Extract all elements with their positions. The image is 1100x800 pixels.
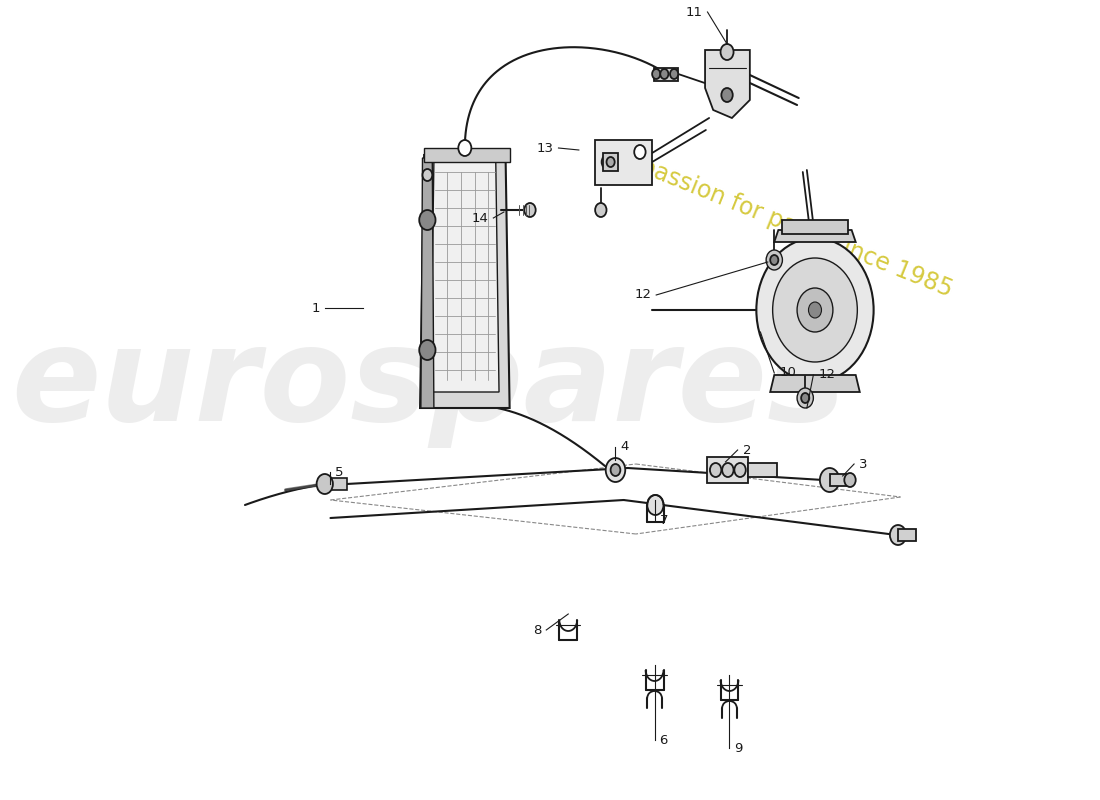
Circle shape <box>798 288 833 332</box>
Polygon shape <box>430 162 499 392</box>
Text: 12: 12 <box>635 289 651 302</box>
Bar <box>707 457 748 483</box>
Bar <box>829 474 850 486</box>
Bar <box>898 529 916 541</box>
Circle shape <box>602 155 613 169</box>
Circle shape <box>606 157 615 167</box>
Bar <box>748 463 777 477</box>
Polygon shape <box>770 375 860 392</box>
Circle shape <box>525 203 536 217</box>
Circle shape <box>820 468 839 492</box>
Text: 4: 4 <box>620 441 629 454</box>
Circle shape <box>595 203 606 217</box>
Circle shape <box>647 495 663 515</box>
Text: eurospares: eurospares <box>11 321 846 447</box>
Circle shape <box>722 88 733 102</box>
Circle shape <box>723 463 734 477</box>
Circle shape <box>757 238 873 382</box>
Circle shape <box>720 44 734 60</box>
Circle shape <box>419 210 436 230</box>
Circle shape <box>635 145 646 159</box>
Text: 7: 7 <box>660 514 669 526</box>
Text: 5: 5 <box>336 466 344 478</box>
Text: 12: 12 <box>818 369 835 382</box>
Circle shape <box>845 473 856 487</box>
Polygon shape <box>774 230 856 242</box>
Circle shape <box>660 69 669 79</box>
Bar <box>653 68 679 81</box>
Circle shape <box>772 258 857 362</box>
Circle shape <box>419 340 436 360</box>
Text: 10: 10 <box>779 366 796 379</box>
Circle shape <box>735 463 746 477</box>
Circle shape <box>652 69 660 79</box>
Polygon shape <box>421 158 433 408</box>
Circle shape <box>808 302 822 318</box>
Text: 2: 2 <box>742 443 751 457</box>
Circle shape <box>890 525 906 545</box>
Circle shape <box>670 69 679 79</box>
Text: 11: 11 <box>685 6 703 18</box>
Circle shape <box>610 464 620 476</box>
Text: 3: 3 <box>859 458 868 470</box>
Circle shape <box>766 250 782 270</box>
Polygon shape <box>705 50 750 118</box>
Bar <box>603 153 618 171</box>
Text: 1: 1 <box>311 302 320 314</box>
Circle shape <box>422 169 432 181</box>
Text: a passion for parts since 1985: a passion for parts since 1985 <box>616 146 957 302</box>
Text: 14: 14 <box>472 211 488 225</box>
Bar <box>782 220 848 234</box>
Text: 8: 8 <box>534 623 541 637</box>
Text: 6: 6 <box>660 734 668 746</box>
Text: 9: 9 <box>735 742 743 754</box>
Polygon shape <box>327 478 346 490</box>
Polygon shape <box>420 155 509 408</box>
Polygon shape <box>425 148 509 162</box>
Circle shape <box>317 474 333 494</box>
Circle shape <box>606 458 625 482</box>
Circle shape <box>801 393 810 403</box>
Bar <box>595 140 652 185</box>
Circle shape <box>710 463 722 477</box>
Text: 13: 13 <box>537 142 553 154</box>
Circle shape <box>770 255 779 265</box>
Circle shape <box>798 388 813 408</box>
Circle shape <box>459 140 471 156</box>
